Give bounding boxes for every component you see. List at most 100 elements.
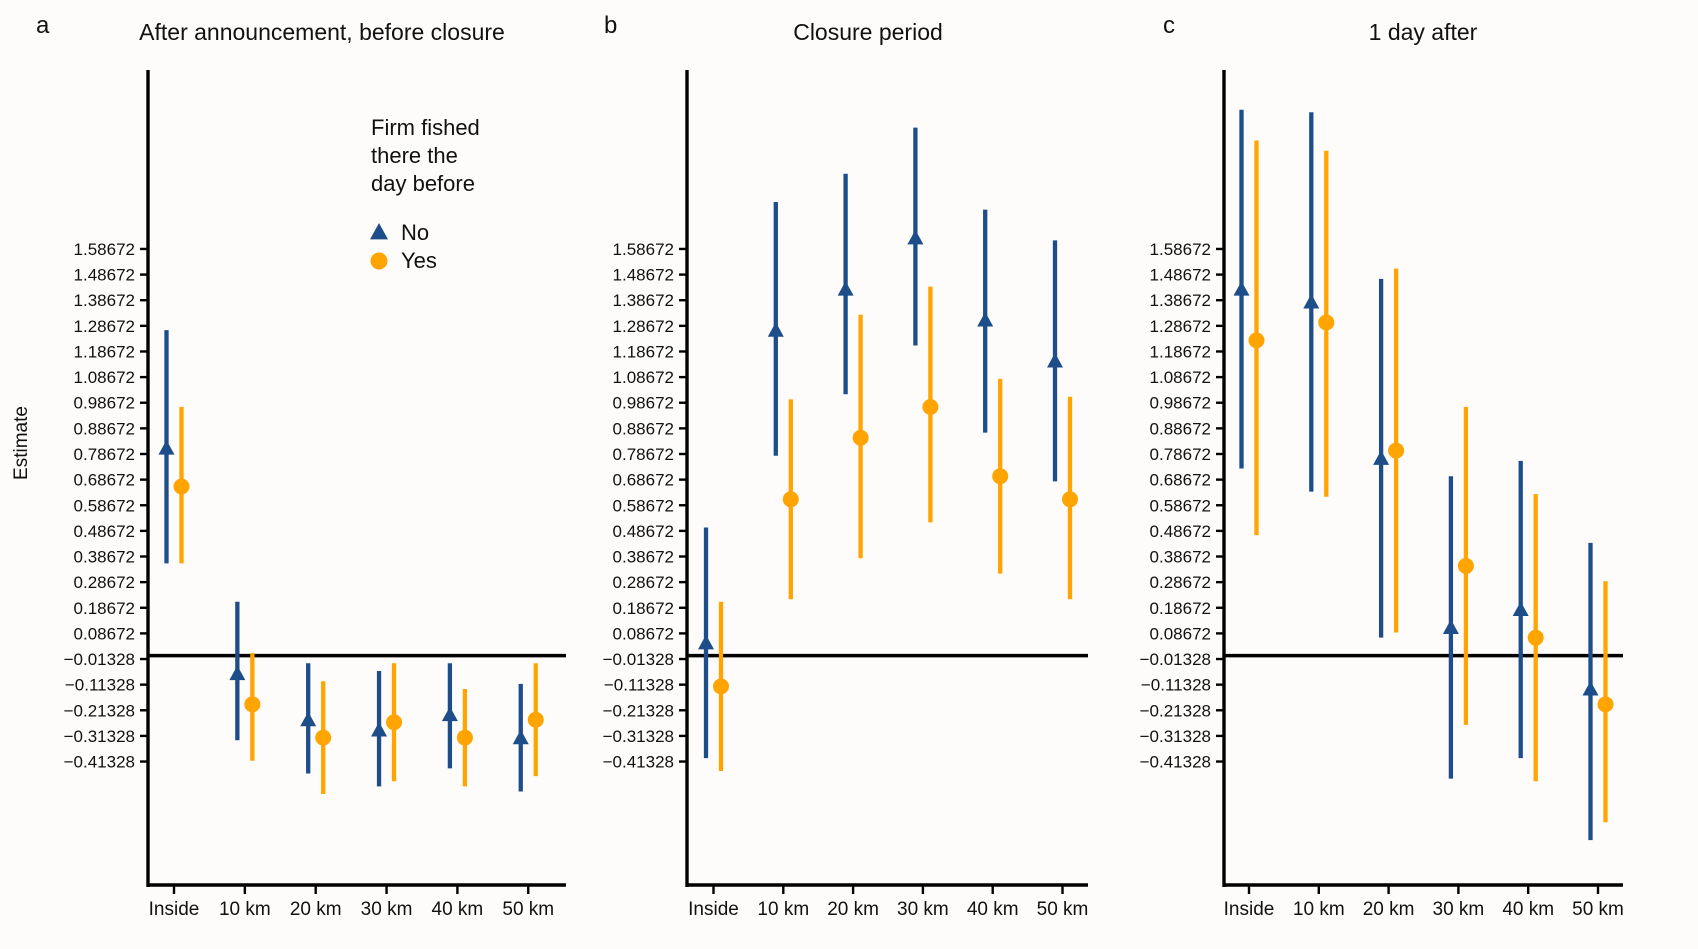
y-tick-label: 1.38672	[613, 291, 674, 310]
y-tick-label: 0.58672	[74, 496, 135, 515]
point-circle-yes	[244, 696, 261, 713]
point-circle-yes	[1527, 629, 1544, 646]
y-tick-label: 0.18672	[74, 599, 135, 618]
legend-title-line: there the	[371, 143, 458, 168]
y-tick-label: −0.01328	[1140, 650, 1211, 669]
y-tick-label: −0.31328	[1140, 727, 1211, 746]
point-circle-yes	[992, 468, 1009, 485]
point-circle-yes	[852, 429, 869, 446]
y-tick-label: 0.68672	[613, 471, 674, 490]
y-tick-label: 0.38672	[74, 548, 135, 567]
legend-item-label: Yes	[401, 248, 437, 273]
point-circle-yes	[782, 491, 799, 508]
y-tick-label: 0.68672	[1150, 471, 1211, 490]
y-tick-label: −0.01328	[64, 650, 135, 669]
y-tick-label: 0.48672	[74, 522, 135, 541]
y-tick-label: −0.01328	[603, 650, 674, 669]
legend-item-label: No	[401, 220, 429, 245]
y-tick-label: 0.98672	[74, 394, 135, 413]
y-tick-label: 0.98672	[1150, 394, 1211, 413]
y-tick-label: 0.78672	[1150, 445, 1211, 464]
y-tick-label: 1.58672	[74, 240, 135, 259]
x-tick-label: 10 km	[1293, 899, 1345, 920]
point-triangle-no	[1233, 281, 1250, 296]
point-circle-yes	[456, 729, 473, 746]
point-circle-yes	[1597, 696, 1614, 713]
y-tick-label: 0.28672	[74, 573, 135, 592]
y-tick-label: −0.41328	[603, 753, 674, 772]
point-circle-yes	[713, 678, 729, 695]
point-circle-yes	[922, 399, 939, 416]
point-circle-yes	[1457, 557, 1474, 574]
point-triangle-no	[1582, 680, 1599, 696]
y-tick-label: 0.48672	[613, 522, 674, 541]
y-tick-label: 0.18672	[613, 599, 674, 618]
y-tick-label: 0.08672	[613, 624, 674, 643]
legend-triangle-icon	[370, 223, 388, 240]
y-tick-label: 1.48672	[1150, 266, 1211, 285]
y-tick-label: 1.28672	[74, 317, 135, 336]
x-tick-label: 50 km	[502, 899, 554, 920]
legend-circle-icon	[370, 252, 388, 270]
point-circle-yes	[1388, 442, 1405, 459]
point-circle-yes	[1062, 491, 1078, 508]
point-triangle-no	[300, 711, 317, 727]
y-tick-label: −0.31328	[603, 727, 674, 746]
y-tick-label: 1.58672	[1150, 240, 1211, 259]
x-tick-label: Inside	[149, 899, 200, 920]
y-tick-label: 0.88672	[74, 419, 135, 438]
y-tick-label: 0.38672	[1150, 548, 1211, 567]
point-triangle-no	[1047, 352, 1063, 368]
point-circle-yes	[173, 478, 190, 495]
point-triangle-no	[1512, 601, 1529, 617]
x-tick-label: Inside	[1224, 899, 1275, 920]
y-tick-label: 1.58672	[613, 240, 674, 259]
panel-b-title: Closure period	[793, 19, 943, 45]
point-triangle-no	[698, 634, 714, 650]
y-tick-label: −0.41328	[64, 753, 135, 772]
y-tick-label: 1.08672	[1150, 368, 1211, 387]
point-triangle-no	[1373, 450, 1390, 465]
y-tick-label: −0.11328	[604, 676, 674, 695]
panel-a-title: After announcement, before closure	[139, 19, 505, 45]
point-triangle-no	[229, 665, 246, 681]
point-circle-yes	[386, 714, 403, 731]
y-tick-label: 1.08672	[74, 368, 135, 387]
y-tick-label: 1.38672	[1150, 291, 1211, 310]
x-tick-label: Inside	[688, 899, 739, 920]
point-triangle-no	[1303, 293, 1320, 309]
y-axis-title: Estimate	[11, 406, 32, 480]
y-tick-label: −0.11328	[1141, 676, 1211, 695]
x-tick-label: 20 km	[290, 899, 342, 920]
x-tick-label: 30 km	[897, 899, 949, 920]
y-tick-label: 0.58672	[613, 496, 674, 515]
point-triangle-no	[837, 281, 854, 296]
point-triangle-no	[977, 311, 994, 327]
y-tick-label: 0.08672	[74, 624, 135, 643]
point-circle-yes	[315, 729, 332, 746]
panel-b-letter: b	[604, 12, 617, 39]
point-triangle-no	[907, 229, 924, 245]
point-circle-yes	[527, 711, 544, 728]
y-tick-label: 0.18672	[1150, 599, 1211, 618]
x-tick-label: 40 km	[967, 899, 1019, 920]
y-tick-label: 1.18672	[1150, 342, 1211, 361]
x-tick-label: 30 km	[1433, 899, 1485, 920]
y-tick-label: −0.41328	[1140, 753, 1211, 772]
x-tick-label: 40 km	[432, 899, 484, 920]
point-triangle-no	[767, 322, 784, 337]
y-tick-label: 1.18672	[74, 342, 135, 361]
y-tick-label: 0.98672	[613, 394, 674, 413]
y-tick-label: 1.08672	[613, 368, 674, 387]
y-tick-label: 0.28672	[613, 573, 674, 592]
y-tick-label: −0.31328	[64, 727, 135, 746]
x-tick-label: 10 km	[219, 899, 271, 920]
x-tick-label: 10 km	[757, 899, 809, 920]
y-tick-label: 0.78672	[74, 445, 135, 464]
legend-title-line: Firm fished	[371, 115, 480, 140]
y-tick-label: 0.78672	[613, 445, 674, 464]
y-tick-label: 1.48672	[613, 266, 674, 285]
y-tick-label: 0.88672	[1150, 419, 1211, 438]
